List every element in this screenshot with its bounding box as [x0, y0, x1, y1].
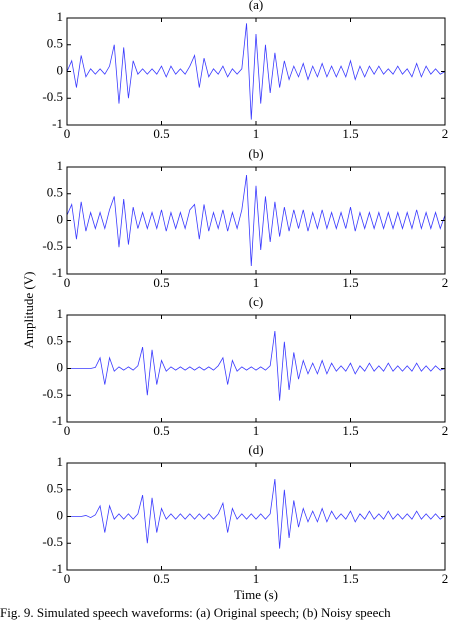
- x-tick-label: 2: [442, 275, 449, 290]
- x-tick-label: 0: [64, 571, 71, 586]
- y-axis-label: Amplitude (V): [21, 272, 36, 349]
- waveform: [66, 23, 446, 120]
- waveform: [67, 478, 446, 549]
- y-tick-label: 0: [57, 507, 64, 522]
- y-tick-label: -0.5: [42, 89, 63, 104]
- x-tick-label: 2: [442, 126, 449, 141]
- y-tick-label: -0.5: [42, 534, 63, 549]
- x-tick-label: 1.5: [342, 423, 358, 438]
- y-tick-label: 0: [57, 359, 64, 374]
- y-tick-label: 0.5: [47, 333, 63, 348]
- y-tick-label: 1: [57, 158, 64, 173]
- y-tick-label: 0.5: [47, 185, 63, 200]
- panel-title: (b): [248, 146, 263, 161]
- y-tick-label: -0.5: [42, 238, 63, 253]
- x-tick-label: 0: [64, 423, 71, 438]
- x-tick-label: 0: [64, 275, 71, 290]
- y-tick-label: 1: [57, 454, 64, 469]
- y-tick-label: -1: [52, 561, 63, 576]
- panel-title: (a): [249, 0, 263, 12]
- panel-title: (c): [249, 294, 263, 309]
- axes-box: [66, 462, 446, 571]
- x-tick-label: 0.5: [153, 275, 169, 290]
- x-tick-label: 1.5: [342, 126, 358, 141]
- caption: Fig. 9. Simulated speech waveforms: (a) …: [0, 605, 391, 620]
- x-tick-label: 1: [253, 126, 260, 141]
- y-tick-label: 1: [57, 306, 64, 321]
- x-tick-label: 1: [253, 275, 260, 290]
- waveform: [67, 330, 446, 401]
- x-tick-label: 2: [442, 571, 449, 586]
- x-tick-label: 1.5: [342, 275, 358, 290]
- x-tick-label: 2: [442, 423, 449, 438]
- x-tick-label: 1: [253, 423, 260, 438]
- y-tick-label: -1: [52, 413, 63, 428]
- x-tick-label: 0.5: [153, 423, 169, 438]
- x-axis-label: Time (s): [234, 587, 278, 602]
- x-tick-label: 0: [64, 126, 71, 141]
- x-tick-label: 1: [253, 571, 260, 586]
- y-tick-label: -1: [52, 116, 63, 131]
- x-tick-label: 0.5: [153, 126, 169, 141]
- x-tick-label: 1.5: [342, 571, 358, 586]
- axes-box: [66, 166, 446, 275]
- axes-box: [66, 314, 446, 423]
- y-tick-label: 0: [57, 211, 64, 226]
- y-tick-label: 0.5: [47, 481, 63, 496]
- y-tick-label: 1: [57, 9, 64, 24]
- y-tick-label: 0.5: [47, 36, 63, 51]
- x-tick-label: 0.5: [153, 571, 169, 586]
- y-tick-label: 0: [57, 62, 64, 77]
- waveform: [66, 174, 446, 267]
- y-tick-label: -1: [52, 265, 63, 280]
- y-tick-label: -0.5: [42, 386, 63, 401]
- panel-title: (d): [248, 442, 263, 457]
